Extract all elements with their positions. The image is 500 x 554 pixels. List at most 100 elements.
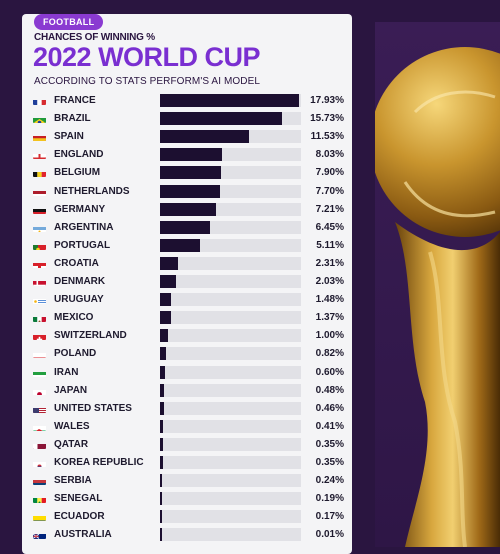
bar (160, 238, 200, 252)
bar (160, 437, 163, 451)
bar-track (160, 419, 301, 433)
bar-track (160, 130, 301, 144)
bar-row: AUSTRALIA 0.01% (22, 526, 352, 544)
bar-row: POLAND 0.82% (22, 345, 352, 363)
bar-row: CROATIA 2.31% (22, 255, 352, 273)
bar-track (160, 528, 301, 542)
bar-row: FRANCE 17.93% (22, 92, 352, 110)
bar-track (160, 275, 301, 288)
bar-row: BRAZIL 15.73% (22, 110, 352, 128)
data-label: 0.17% (315, 511, 344, 523)
category-label: IRAN (54, 366, 79, 378)
bar (160, 510, 162, 524)
bar-track (160, 256, 301, 270)
data-label: 0.48% (315, 384, 344, 396)
category-label: MEXICO (54, 312, 94, 324)
data-label: 0.60% (315, 366, 344, 378)
bar-track (160, 383, 301, 397)
category-label: ARGENTINA (54, 221, 114, 233)
bar (160, 419, 164, 433)
category-label: SPAIN (54, 131, 84, 143)
bar-track (160, 510, 301, 524)
bar-track (160, 112, 301, 126)
bar (160, 166, 222, 180)
data-label: 0.01% (315, 529, 344, 541)
data-label: 15.73% (310, 113, 344, 125)
data-label: 1.00% (315, 330, 344, 342)
category-label: CROATIA (54, 257, 99, 269)
bar-row: DENMARK 2.03% (22, 273, 352, 291)
bar-track (160, 474, 301, 488)
bar-row: QATAR 0.35% (22, 436, 352, 454)
category-label: BRAZIL (54, 113, 91, 125)
united-states-flag-icon (33, 404, 46, 413)
data-label: 1.37% (315, 312, 344, 324)
bar (160, 148, 223, 162)
category-label: QATAR (54, 438, 89, 450)
bar-track (160, 456, 301, 469)
category-label: POLAND (54, 348, 97, 360)
category-badge: FOOTBALL (34, 14, 104, 30)
chart-title: 2022 WORLD CUP (33, 42, 261, 72)
data-label: 11.53% (310, 131, 344, 143)
poland-flag-icon (33, 349, 46, 359)
bar-row: UNITED STATES 0.46% (22, 400, 352, 418)
data-label: 17.93% (310, 95, 344, 106)
category-label: ENGLAND (54, 149, 104, 161)
bar-track (160, 238, 301, 252)
bar-track (160, 94, 301, 107)
data-label: 8.03% (315, 149, 344, 161)
bar-track (160, 148, 301, 162)
bar-row: MEXICO 1.37% (22, 309, 352, 327)
bar (160, 112, 282, 126)
bar (160, 365, 165, 379)
data-label: 2.03% (315, 276, 344, 287)
bar (160, 347, 167, 361)
chart-subtitle: ACCORDING TO STATS PERFORM'S AI MODEL (34, 76, 261, 87)
bar-track (160, 329, 301, 343)
category-label: UNITED STATES (54, 402, 132, 414)
bar (160, 293, 172, 307)
uruguay-flag-icon (33, 295, 46, 305)
bar-track (160, 492, 301, 506)
category-label: JAPAN (54, 384, 88, 396)
category-label: BELGIUM (54, 167, 101, 179)
category-label: FRANCE (54, 95, 96, 106)
bar (160, 528, 162, 542)
bar (160, 474, 162, 488)
bar (160, 184, 220, 198)
bar-row: URUGUAY 1.48% (22, 291, 352, 309)
trophy-image (375, 22, 500, 547)
australia-flag-icon (33, 530, 46, 540)
category-label: SERBIA (54, 475, 92, 487)
data-label: 0.19% (315, 493, 344, 505)
bar (160, 329, 168, 343)
data-label: 0.82% (315, 348, 344, 360)
germany-flag-icon (33, 205, 46, 214)
bar-track (160, 166, 301, 180)
croatia-flag-icon (33, 259, 46, 268)
data-label: 0.35% (315, 457, 344, 468)
bar (160, 456, 163, 469)
data-label: 1.48% (315, 294, 344, 306)
bar-track (160, 347, 301, 361)
bar-track (160, 365, 301, 379)
bar-track (160, 293, 301, 307)
senegal-flag-icon (33, 494, 46, 504)
brazil-flag-icon (33, 114, 46, 124)
data-label: 0.41% (315, 420, 344, 432)
data-label: 0.46% (315, 402, 344, 414)
portugal-flag-icon (33, 241, 46, 250)
switzerland-flag-icon (33, 331, 46, 341)
category-label: SWITZERLAND (54, 330, 127, 342)
category-label: AUSTRALIA (54, 529, 112, 541)
mexico-flag-icon (33, 313, 46, 323)
bar-row: GERMANY 7.21% (22, 201, 352, 219)
bar-row: SPAIN 11.53% (22, 128, 352, 146)
category-label: PORTUGAL (54, 239, 111, 251)
denmark-flag-icon (33, 277, 46, 286)
world-cup-trophy-icon (375, 47, 500, 547)
bar-track (160, 437, 301, 451)
bar (160, 492, 162, 506)
chart-kicker: CHANCES OF WINNING % (34, 32, 156, 43)
